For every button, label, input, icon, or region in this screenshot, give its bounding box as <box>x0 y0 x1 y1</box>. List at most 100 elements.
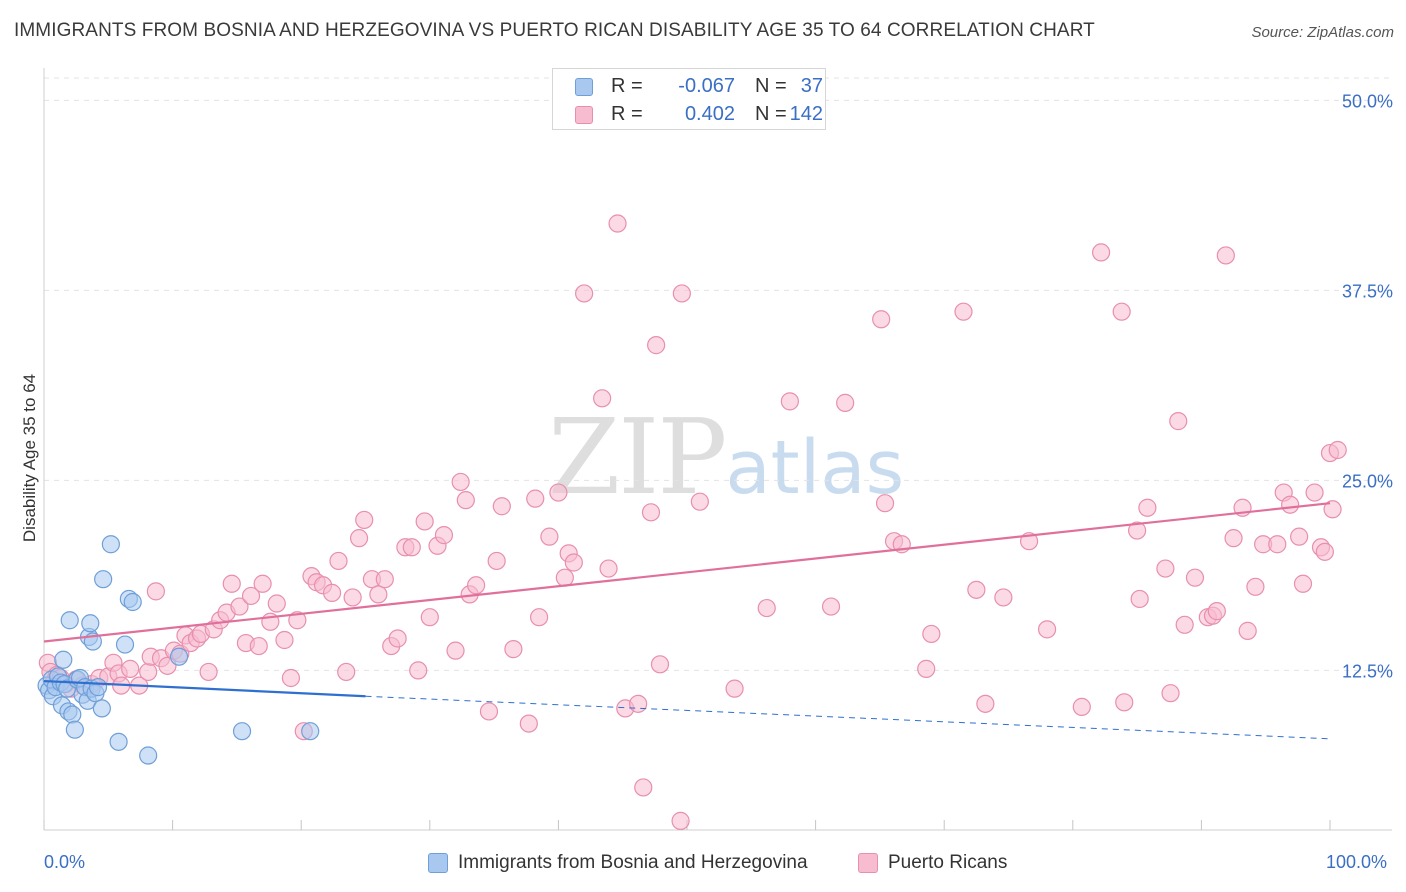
y-tick-label: 37.5% <box>1342 281 1393 301</box>
data-point-puerto-ricans <box>564 553 583 572</box>
data-point-bosnia <box>92 699 111 718</box>
data-point-puerto-ricans <box>375 570 394 589</box>
data-point-puerto-ricans <box>922 624 941 644</box>
data-point-puerto-ricans <box>872 310 891 329</box>
data-point-puerto-ricans <box>530 608 549 627</box>
data-point-puerto-ricans <box>1127 521 1147 540</box>
data-point-puerto-ricans <box>267 594 286 613</box>
bottom-legend-label-bosnia: Immigrants from Bosnia and Herzegovina <box>458 852 808 873</box>
data-point-bosnia <box>169 647 189 666</box>
data-point-puerto-ricans <box>1305 483 1324 502</box>
data-point-puerto-ricans <box>1115 693 1134 712</box>
data-point-puerto-ricans <box>967 580 986 599</box>
data-point-puerto-ricans <box>1281 495 1300 514</box>
bottom-legend-swatch-puerto-ricans <box>858 853 878 873</box>
x-tick-label-min: 0.0% <box>44 852 86 872</box>
data-point-puerto-ricans <box>836 393 855 412</box>
y-tick-label: 12.5% <box>1342 661 1393 681</box>
data-point-puerto-ricans <box>253 574 272 593</box>
data-point-puerto-ricans <box>487 551 506 571</box>
data-point-puerto-ricans <box>1293 574 1313 593</box>
data-point-puerto-ricans <box>249 636 268 656</box>
data-point-puerto-ricans <box>479 702 499 721</box>
data-point-puerto-ricans <box>409 661 428 680</box>
data-point-puerto-ricans <box>355 510 374 530</box>
data-point-puerto-ricans <box>634 778 653 797</box>
data-point-puerto-ricans <box>1207 602 1226 621</box>
legend-r-label: R = <box>611 75 643 97</box>
legend-swatch-puerto-ricans <box>575 106 593 124</box>
data-point-puerto-ricans <box>456 491 475 510</box>
data-point-puerto-ricans <box>1175 615 1194 634</box>
data-point-puerto-ricans <box>1328 440 1347 460</box>
data-point-puerto-ricans <box>230 597 249 616</box>
data-point-puerto-ricans <box>954 302 973 321</box>
data-point-puerto-ricans <box>725 679 744 698</box>
data-point-puerto-ricans <box>540 527 559 546</box>
data-point-puerto-ricans <box>451 472 470 492</box>
data-point-puerto-ricans <box>1216 246 1235 265</box>
chart-title: IMMIGRANTS FROM BOSNIA AND HERZEGOVINA V… <box>14 20 1095 41</box>
data-point-puerto-ricans <box>146 582 165 601</box>
data-point-puerto-ricans <box>1323 500 1342 519</box>
data-point-bosnia <box>109 732 128 751</box>
legend-n-value: 142 <box>789 103 823 125</box>
data-point-bosnia <box>65 720 84 739</box>
data-point-puerto-ricans <box>275 630 294 650</box>
data-point-puerto-ricans <box>917 659 936 678</box>
data-point-puerto-ricans <box>575 284 594 303</box>
data-point-puerto-ricans <box>671 811 690 830</box>
series-puerto-ricans <box>38 214 1347 830</box>
data-point-puerto-ricans <box>641 503 661 522</box>
data-point-puerto-ricans <box>650 655 670 674</box>
bottom-legend-label-puerto-ricans: Puerto Ricans <box>888 852 1008 873</box>
data-point-puerto-ricans <box>1161 684 1180 703</box>
data-point-puerto-ricans <box>402 538 421 557</box>
trend-lines <box>43 502 1331 740</box>
data-point-puerto-ricans <box>555 568 574 587</box>
data-point-puerto-ricans <box>1037 620 1057 639</box>
trend-line-bosnia-extension <box>365 695 1331 740</box>
data-point-puerto-ricans <box>388 629 407 648</box>
data-point-puerto-ricans <box>492 497 511 516</box>
data-point-puerto-ricans <box>976 694 995 713</box>
legend-n-label: N = <box>755 103 787 125</box>
legend-swatch-bosnia <box>575 78 593 96</box>
data-point-puerto-ricans <box>1169 412 1188 431</box>
data-point-puerto-ricans <box>1112 302 1131 321</box>
data-point-puerto-ricans <box>139 662 158 682</box>
data-point-bosnia <box>81 614 100 633</box>
legend-n-label: N = <box>755 75 787 97</box>
data-point-puerto-ricans <box>672 284 691 303</box>
data-point-puerto-ricans <box>504 640 523 659</box>
data-point-puerto-ricans <box>1138 498 1157 517</box>
data-point-puerto-ricans <box>222 574 241 593</box>
data-point-bosnia <box>94 570 113 589</box>
y-tick-label: 50.0% <box>1342 91 1393 111</box>
data-point-bosnia <box>301 722 320 741</box>
data-point-puerto-ricans <box>994 588 1013 607</box>
watermark-atlas: atlas <box>725 425 905 511</box>
data-point-bosnia <box>88 678 108 697</box>
data-point-puerto-ricans <box>593 389 612 408</box>
data-point-puerto-ricans <box>1315 542 1334 561</box>
data-point-puerto-ricans <box>875 494 895 513</box>
data-point-puerto-ricans <box>629 694 648 713</box>
data-point-puerto-ricans <box>1238 621 1257 640</box>
y-tick-label: 25.0% <box>1342 471 1393 491</box>
data-point-puerto-ricans <box>1224 529 1243 548</box>
data-point-bosnia <box>63 705 82 724</box>
data-point-bosnia <box>101 535 120 554</box>
data-point-puerto-ricans <box>121 659 140 678</box>
data-point-puerto-ricans <box>1268 535 1287 554</box>
data-point-puerto-ricans <box>415 512 434 531</box>
data-point-bosnia <box>139 746 158 765</box>
trend-line-puerto-ricans <box>43 502 1331 643</box>
legend-r-value: -0.067 <box>678 75 735 97</box>
data-point-puerto-ricans <box>369 585 388 604</box>
data-point-puerto-ricans <box>1072 697 1091 716</box>
source-label: Source: ZipAtlas.com <box>1251 24 1394 41</box>
y-tick-labels: 12.5% 25.0% 37.5% 50.0% <box>1342 91 1393 681</box>
data-point-puerto-ricans <box>199 662 218 682</box>
